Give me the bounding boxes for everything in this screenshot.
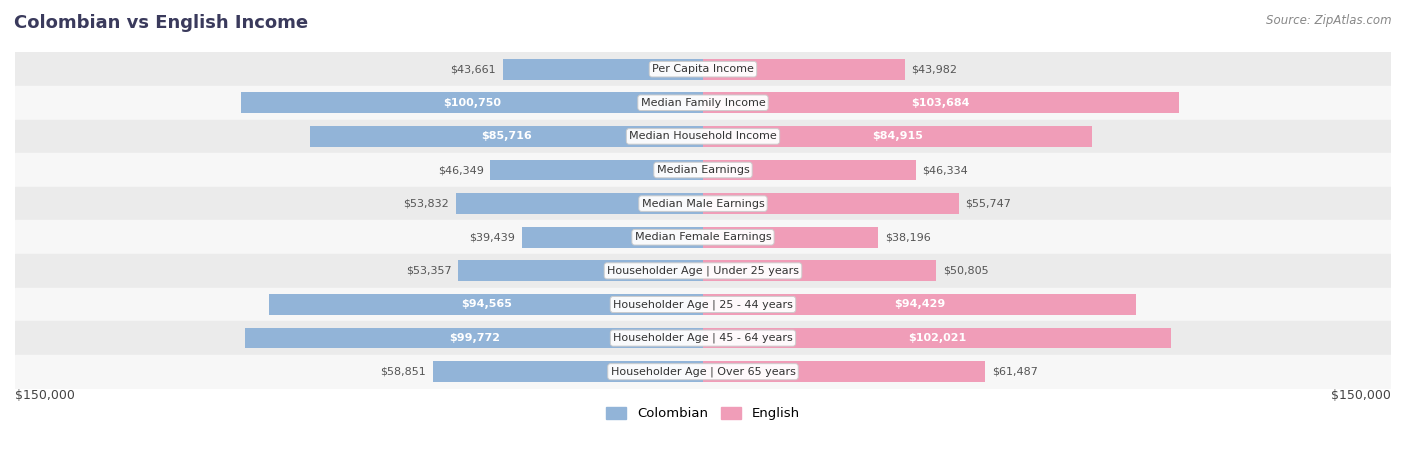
Text: Median Family Income: Median Family Income: [641, 98, 765, 108]
Bar: [458, 261, 703, 281]
Bar: [15, 355, 1391, 389]
Bar: [703, 126, 1092, 147]
Bar: [503, 59, 703, 79]
Text: $39,439: $39,439: [470, 232, 515, 242]
Text: Median Female Earnings: Median Female Earnings: [634, 232, 772, 242]
Bar: [15, 288, 1391, 321]
Text: $94,565: $94,565: [461, 299, 512, 310]
Bar: [15, 321, 1391, 355]
Text: $94,429: $94,429: [894, 299, 945, 310]
Bar: [703, 193, 959, 214]
Text: $103,684: $103,684: [911, 98, 970, 108]
Bar: [270, 294, 703, 315]
Bar: [456, 193, 703, 214]
Text: $38,196: $38,196: [884, 232, 931, 242]
Text: $43,982: $43,982: [911, 64, 957, 74]
Text: $46,334: $46,334: [922, 165, 969, 175]
Bar: [15, 86, 1391, 120]
Legend: Colombian, English: Colombian, English: [602, 402, 804, 425]
Text: Householder Age | Under 25 years: Householder Age | Under 25 years: [607, 266, 799, 276]
Bar: [240, 92, 703, 113]
Bar: [703, 59, 904, 79]
Bar: [246, 328, 703, 348]
Bar: [491, 160, 703, 180]
Bar: [15, 120, 1391, 153]
Text: $150,000: $150,000: [15, 389, 75, 402]
Text: $58,851: $58,851: [381, 367, 426, 377]
Bar: [15, 153, 1391, 187]
Text: $43,661: $43,661: [450, 64, 496, 74]
Text: Median Household Income: Median Household Income: [628, 131, 778, 142]
Bar: [703, 294, 1136, 315]
Text: Householder Age | 25 - 44 years: Householder Age | 25 - 44 years: [613, 299, 793, 310]
Text: $46,349: $46,349: [437, 165, 484, 175]
Bar: [433, 361, 703, 382]
Bar: [703, 227, 879, 248]
Text: $85,716: $85,716: [481, 131, 531, 142]
Text: $150,000: $150,000: [1331, 389, 1391, 402]
Text: Source: ZipAtlas.com: Source: ZipAtlas.com: [1267, 14, 1392, 27]
Text: Median Earnings: Median Earnings: [657, 165, 749, 175]
Text: Householder Age | 45 - 64 years: Householder Age | 45 - 64 years: [613, 333, 793, 343]
Bar: [703, 160, 915, 180]
Bar: [15, 220, 1391, 254]
Bar: [703, 92, 1178, 113]
Bar: [15, 254, 1391, 288]
Text: $99,772: $99,772: [449, 333, 499, 343]
Bar: [309, 126, 703, 147]
Text: $84,915: $84,915: [872, 131, 924, 142]
Text: $55,747: $55,747: [966, 198, 1011, 209]
Bar: [522, 227, 703, 248]
Text: $100,750: $100,750: [443, 98, 501, 108]
Bar: [703, 328, 1171, 348]
Text: Colombian vs English Income: Colombian vs English Income: [14, 14, 308, 32]
Text: Median Male Earnings: Median Male Earnings: [641, 198, 765, 209]
Bar: [703, 361, 986, 382]
Text: Householder Age | Over 65 years: Householder Age | Over 65 years: [610, 367, 796, 377]
Text: $50,805: $50,805: [943, 266, 988, 276]
Bar: [15, 52, 1391, 86]
Text: $61,487: $61,487: [991, 367, 1038, 377]
Bar: [15, 187, 1391, 220]
Text: Per Capita Income: Per Capita Income: [652, 64, 754, 74]
Bar: [703, 261, 936, 281]
Text: $53,357: $53,357: [406, 266, 451, 276]
Text: $102,021: $102,021: [908, 333, 966, 343]
Text: $53,832: $53,832: [404, 198, 449, 209]
